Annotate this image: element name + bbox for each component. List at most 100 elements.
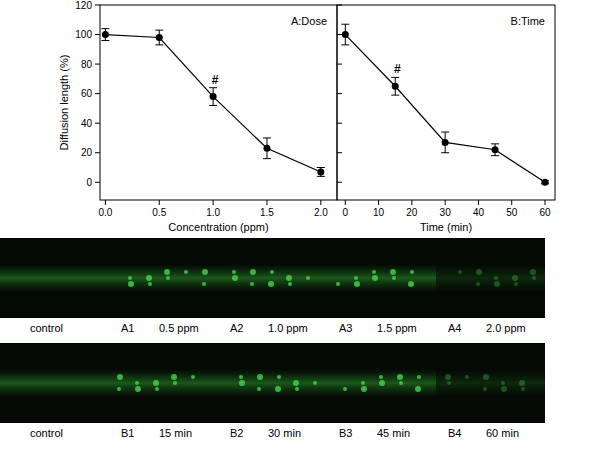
figure: 0204060801001200.00.51.01.52.0#A:DoseCon…: [0, 0, 600, 470]
x-tick: [378, 200, 379, 205]
chart-title: A:Dose: [291, 15, 327, 27]
x-tick-label: 50: [506, 207, 518, 218]
error-bar: [155, 30, 163, 45]
data-group: [101, 29, 324, 177]
plot-frame: [337, 5, 555, 200]
fluorescence-image: [0, 343, 109, 423]
y-tick: [337, 34, 342, 35]
x-tick-label: 0: [343, 207, 349, 218]
y-tick: [95, 123, 100, 124]
panel-caption: control: [30, 427, 63, 439]
x-tick-label: 0.0: [98, 207, 112, 218]
panel-id: B3: [339, 427, 352, 439]
error-bar: [101, 29, 109, 41]
fluorescence-spot: [232, 275, 238, 281]
x-tick-label: 0.5: [152, 207, 166, 218]
image-panel: control: [0, 343, 109, 439]
chart-0: 0204060801001200.00.51.01.52.0#A:DoseCon…: [58, 0, 337, 233]
x-tick: [478, 200, 479, 205]
fluorescence-image: [436, 238, 545, 318]
y-tick-label: 80: [81, 59, 93, 70]
fluorescence-spot: [336, 282, 340, 286]
error-cap: [341, 44, 349, 45]
fluorescence-image: [109, 238, 218, 318]
data-point: [263, 145, 270, 152]
image-panel: A42.0 ppm: [436, 238, 545, 334]
error-bar: [491, 144, 499, 156]
y-tick: [95, 93, 100, 94]
fluorescence-spot: [512, 275, 518, 281]
fluorescence-spot: [202, 282, 206, 286]
data-point: [342, 31, 349, 38]
fluorescence-spot: [476, 282, 480, 286]
error-bar: [317, 168, 325, 177]
fluorescence-spot: [268, 281, 274, 287]
panel-caption: 15 min: [159, 427, 192, 439]
image-row: controlB115 minB230 minB345 minB460 min: [0, 343, 545, 439]
fluorescence-spot: [483, 387, 487, 391]
x-tick: [445, 200, 446, 205]
panel-caption: 60 min: [486, 427, 519, 439]
x-tick: [159, 200, 160, 205]
fluorescence-spot: [171, 374, 177, 380]
x-tick-label: 60: [539, 207, 551, 218]
fluorescence-spot: [361, 381, 365, 385]
data-point: [392, 83, 399, 90]
error-cap: [263, 158, 271, 159]
image-panel: A31.5 ppm: [327, 238, 436, 334]
panel-id: A1: [121, 322, 134, 334]
data-point: [317, 168, 324, 175]
error-bar: [391, 77, 399, 95]
y-tick: [95, 34, 100, 35]
data-point: [442, 139, 449, 146]
y-tick-label: 0: [86, 177, 92, 188]
fluorescence-band: [327, 369, 436, 397]
data-point: [102, 31, 109, 38]
image-panel: A10.5 ppm: [109, 238, 218, 334]
fluorescence-spot: [288, 282, 292, 286]
image-panel: B230 min: [218, 343, 327, 439]
data-point: [542, 179, 549, 186]
error-cap: [317, 167, 325, 168]
chart-1: 0102030405060#B:TimeTime (min): [337, 5, 555, 233]
fluorescence-band: [436, 264, 545, 292]
image-panel: B1 15 min: [109, 343, 218, 439]
fluorescence-spot: [410, 270, 414, 274]
annotation: #: [394, 62, 401, 76]
fluorescence-image: [327, 343, 436, 423]
fluorescence-image: [0, 238, 109, 318]
data-line: [105, 35, 320, 172]
x-tick: [266, 200, 267, 205]
x-axis-label: Time (min): [420, 221, 472, 233]
fluorescence-band: [218, 264, 327, 292]
fluorescence-spot: [117, 374, 123, 380]
fluorescence-spot: [372, 270, 376, 274]
fluorescence-image: [218, 238, 327, 318]
fluorescence-spot: [397, 374, 403, 380]
fluorescence-spot: [275, 386, 281, 392]
x-tick-label: 10: [373, 207, 385, 218]
fluorescence-spot: [148, 282, 152, 286]
panel-id: B1: [121, 427, 134, 439]
fluorescence-image: [436, 343, 545, 423]
panel-id: A2: [230, 322, 243, 334]
y-tick: [95, 152, 100, 153]
data-group: [341, 24, 549, 186]
fluorescence-band: [436, 369, 545, 397]
y-tick: [95, 182, 100, 183]
y-tick-label: 60: [81, 88, 93, 99]
y-tick-label: 100: [75, 29, 92, 40]
fluorescence-spot: [239, 380, 245, 386]
fluorescence-spot: [313, 381, 317, 385]
fluorescence-spot: [415, 386, 421, 392]
image-panel: B460 min: [436, 343, 545, 439]
panel-caption: 1.5 ppm: [377, 322, 417, 334]
data-point: [210, 93, 217, 100]
x-tick: [545, 200, 546, 205]
x-tick-label: 1.0: [206, 207, 220, 218]
fluorescence-spot: [372, 275, 378, 281]
fluorescence-spot: [155, 387, 159, 391]
y-tick-label: 20: [81, 147, 93, 158]
fluorescence-spot: [164, 269, 170, 275]
fluorescence-band: [0, 369, 109, 397]
